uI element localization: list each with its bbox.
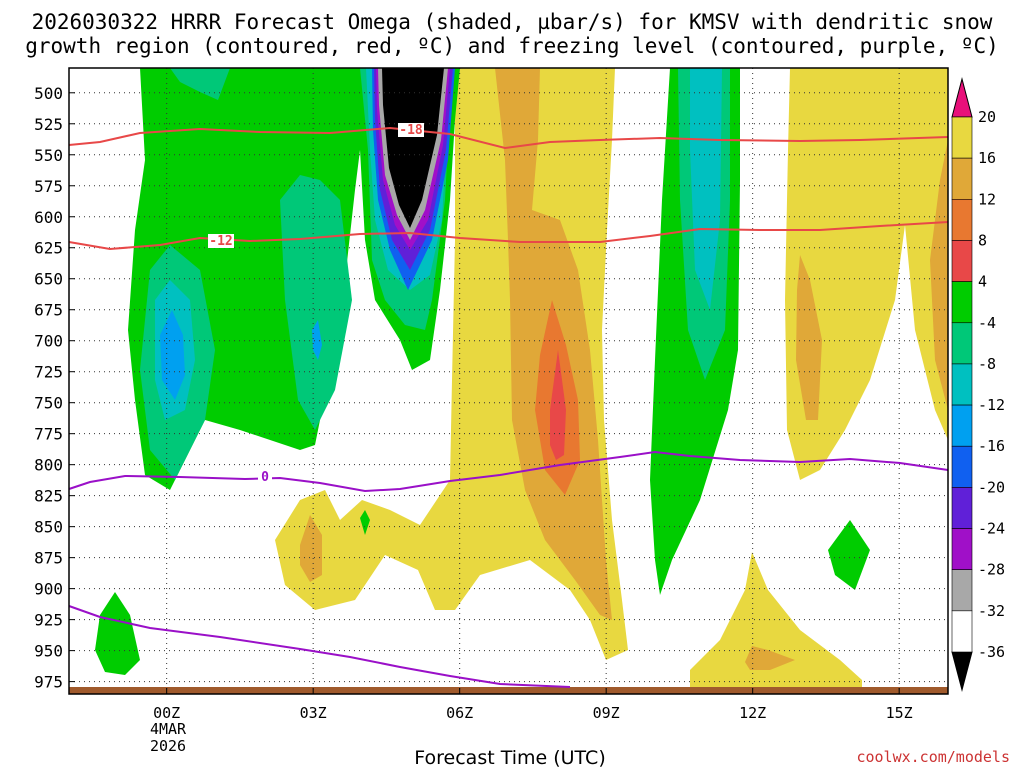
colorbar-band [951, 322, 973, 365]
omega-band-yellow-right [785, 68, 948, 480]
x-tick-label: 09Z [593, 704, 620, 722]
contours: -18 -12 0 [68, 123, 949, 688]
colorbar-band [951, 157, 973, 200]
y-tick-label: 950 [34, 642, 63, 661]
credit-text: coolwx.com/models [856, 748, 1010, 766]
x-date-label-day: 4MAR [150, 720, 187, 738]
x-date-label-year: 2026 [150, 737, 186, 755]
colorbar-band [951, 199, 973, 241]
dgz-contour-label-minus-12: -12 [209, 234, 232, 249]
colorbar-label: -24 [978, 520, 1005, 538]
y-tick-label: 675 [34, 301, 63, 320]
x-tick-label: 00Z [153, 704, 180, 722]
x-tick-label: 03Z [300, 704, 327, 722]
y-tick-label: 650 [34, 270, 63, 289]
colorbar-band [951, 569, 973, 612]
freezing-contour-0-lower [68, 605, 571, 688]
dgz-label-bg-2 [208, 234, 234, 248]
colorbar-label: -12 [978, 396, 1005, 414]
freezing-label-bg [258, 470, 272, 484]
x-axis-ticks: 00Z 03Z 06Z 09Z 12Z 15Z [153, 688, 913, 722]
x-tick-label: 15Z [886, 704, 913, 722]
y-tick-label: 875 [34, 549, 63, 568]
colorbar-label: -28 [978, 561, 1005, 579]
omega-blob-green-small [360, 510, 370, 535]
colorbar-label: -16 [978, 437, 1005, 455]
colorbar-label: -32 [978, 602, 1005, 620]
freezing-contour-0 [68, 450, 949, 493]
colorbar-label: -20 [978, 478, 1005, 496]
y-tick-label: 725 [34, 363, 63, 382]
colorbar-band [951, 363, 973, 406]
chart-title-line-2: growth region (contoured, red, ºC) and f… [25, 34, 999, 58]
freezing-contour-label-0: 0 [261, 470, 269, 485]
omega-core-orange-upper-right [930, 140, 948, 410]
y-tick-label: 750 [34, 394, 63, 413]
omega-core-blue-mid [312, 320, 322, 360]
colorbar-label: 8 [978, 231, 987, 249]
omega-shading [69, 68, 948, 694]
colorbar-label: -4 [978, 314, 996, 332]
x-tick-label: 12Z [739, 704, 766, 722]
y-axis-ticks: 500 525 550 575 600 625 650 675 700 725 750 775 800 8… [34, 84, 75, 692]
y-tick-label: 625 [34, 239, 63, 258]
y-tick-label: 575 [34, 177, 63, 196]
omega-core-red [550, 350, 566, 460]
y-tick-label: 850 [34, 518, 63, 537]
dgz-contour-minus-18 [68, 126, 949, 150]
ground-strip [69, 687, 948, 694]
y-tick-label: 550 [34, 146, 63, 165]
colorbar-band [951, 240, 973, 282]
colorbar-label: 4 [978, 273, 987, 291]
omega-core-cyan-right [690, 68, 722, 310]
colorbar-band [951, 445, 973, 488]
colorbar-label: -8 [978, 355, 996, 373]
colorbar-label: -36 [978, 643, 1005, 661]
colorbar-band [951, 528, 973, 570]
omega-core-orange-lower [745, 646, 795, 670]
colorbar-band [951, 487, 973, 529]
y-tick-label: 825 [34, 487, 63, 506]
colorbar-label: 20 [978, 108, 996, 126]
colorbar-band [951, 281, 973, 324]
colorbar-top-arrow [951, 77, 973, 118]
omega-core-strong-black [382, 68, 444, 228]
colorbar: 20 16 12 8 4 -4 -8 -12 -16 -20 -24 -28 -32 -36 [951, 77, 1005, 692]
y-tick-label: 975 [34, 673, 63, 692]
y-tick-label: 700 [34, 332, 63, 351]
y-tick-label: 775 [34, 425, 63, 444]
y-tick-label: 525 [34, 115, 63, 134]
colorbar-label: 12 [978, 190, 996, 208]
omega-core-blue-left [160, 310, 185, 400]
omega-blob-green-lower-left [95, 592, 140, 675]
x-tick-label: 06Z [446, 704, 473, 722]
y-tick-label: 900 [34, 580, 63, 599]
chart-title-line-1: 2026030322 HRRR Forecast Omega (shaded, … [32, 10, 993, 34]
colorbar-band [951, 610, 973, 653]
y-tick-label: 800 [34, 456, 63, 475]
colorbar-band [951, 404, 973, 447]
y-tick-label: 925 [34, 611, 63, 630]
colorbar-label: 16 [978, 149, 996, 167]
y-tick-label: 600 [34, 208, 63, 227]
colorbar-band [951, 116, 973, 159]
omega-band-teal-top [170, 68, 230, 100]
colorbar-bottom-arrow [951, 651, 973, 692]
omega-core-orange-mid-right [796, 255, 822, 420]
omega-blob-green-lower-right [828, 520, 870, 590]
omega-core-orange-small [300, 515, 322, 582]
y-tick-label: 500 [34, 84, 63, 103]
dgz-label-bg-1 [398, 123, 424, 137]
plot-frame [68, 67, 949, 695]
dgz-contour-minus-12 [68, 221, 949, 251]
dgz-contour-label-minus-18: -18 [399, 123, 423, 138]
x-axis-label: Forecast Time (UTC) [414, 747, 605, 768]
omega-band-yellow-lower [690, 552, 862, 694]
